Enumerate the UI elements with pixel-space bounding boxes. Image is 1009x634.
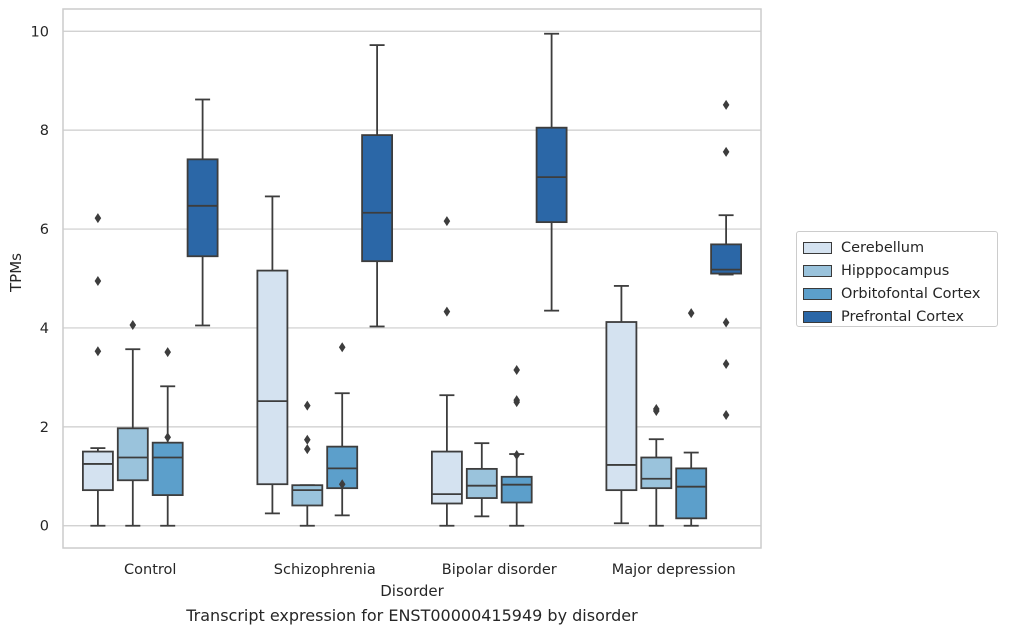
box-cerebellum [256, 195, 289, 515]
outlier-point [722, 359, 730, 370]
x-tick-label: Control [124, 562, 176, 578]
box-prefrontal-cortex [535, 32, 568, 312]
y-tick-label: 0 [40, 519, 49, 535]
outlier-point [722, 99, 730, 110]
x-tick-label: Bipolar disorder [442, 562, 557, 578]
legend-item-prefrontal-cortex: Prefrontal Cortex [803, 305, 997, 328]
x-tick-labels: Control Schizophrenia Bipolar disorder Majo… [124, 562, 736, 578]
legend: Cerebellum Hipppocampus Orbitofontal Cor… [796, 231, 998, 327]
outlier-point [513, 397, 520, 408]
box-hipppocampus [291, 400, 324, 527]
outlier-point [304, 444, 311, 455]
legend-swatch-orbitofrontal-cortex [803, 287, 832, 300]
outlier-point [304, 434, 311, 445]
outlier-point [443, 216, 451, 227]
legend-label-hippocampus: Hipppocampus [841, 262, 950, 279]
outlier-point [722, 146, 730, 157]
box-orbitofontal-cortex [151, 347, 184, 527]
box-prefrontal-cortex [361, 44, 394, 328]
outlier-point [94, 213, 102, 224]
figure-caption: Transcript expression for ENST0000041594… [186, 606, 638, 625]
outlier-point [338, 479, 346, 490]
box-hipppocampus [640, 404, 673, 527]
box-iqr [361, 134, 394, 263]
box-iqr [500, 475, 533, 504]
legend-item-cerebellum: Cerebellum [803, 236, 997, 259]
box-iqr [535, 126, 568, 224]
outlier-point [653, 406, 660, 417]
x-axis-label: Disorder [380, 582, 444, 600]
box-orbitofontal-cortex [675, 308, 708, 527]
box-iqr [675, 467, 708, 520]
legend-item-hippocampus: Hipppocampus [803, 259, 997, 282]
box-iqr [151, 441, 184, 496]
outlier-point [94, 346, 102, 357]
box-iqr [186, 158, 219, 258]
y-tick-label: 6 [40, 222, 49, 238]
box-prefrontal-cortex [186, 98, 219, 327]
outlier-point [338, 342, 346, 353]
y-tick-label: 4 [40, 321, 49, 337]
legend-swatch-hippocampus [803, 264, 832, 277]
x-tick-label: Schizophrenia [274, 562, 376, 578]
outlier-point [129, 319, 137, 330]
box-iqr [291, 484, 324, 507]
legend-label-prefrontal-cortex: Prefrontal Cortex [841, 308, 964, 325]
outlier-point [513, 364, 520, 375]
outlier-point [722, 317, 730, 328]
box-iqr [465, 467, 498, 499]
outlier-point [164, 347, 171, 358]
y-tick-label: 10 [31, 24, 49, 40]
box-iqr [81, 450, 114, 492]
box-iqr [640, 456, 673, 490]
box-iqr [605, 321, 638, 492]
box-hipppocampus [116, 319, 149, 527]
y-tick-label: 2 [40, 420, 49, 436]
outlier-point [94, 275, 102, 286]
x-tick-label: Major depression [612, 562, 736, 578]
box-cerebellum [605, 285, 638, 525]
outlier-point [304, 400, 311, 411]
y-axis-label: TPMs [7, 253, 25, 293]
box-iqr [430, 450, 463, 505]
plot-frame [62, 8, 762, 549]
box-orbitofontal-cortex [326, 342, 359, 517]
box-cerebellum [81, 213, 114, 527]
y-tick-label: 8 [40, 123, 49, 139]
outlier-point [164, 432, 171, 443]
outlier-point [513, 450, 520, 461]
box-orbitofontal-cortex [500, 364, 533, 527]
outlier-point [443, 306, 451, 317]
box-iqr [710, 243, 743, 275]
legend-swatch-prefrontal-cortex [803, 310, 832, 323]
box-iqr [256, 269, 289, 486]
grid-lines [63, 30, 761, 527]
box-hipppocampus [465, 442, 498, 518]
box-iqr [116, 427, 149, 482]
legend-swatch-cerebellum [803, 241, 832, 254]
box-prefrontal-cortex [710, 99, 743, 420]
legend-item-orbitofrontal-cortex: Orbitofontal Cortex [803, 282, 997, 305]
boxes [81, 32, 743, 527]
legend-label-cerebellum: Cerebellum [841, 239, 925, 256]
legend-label-orbitofrontal-cortex: Orbitofontal Cortex [841, 285, 981, 302]
outlier-point [687, 308, 695, 319]
box-cerebellum [430, 216, 463, 527]
y-tick-labels: 0 2 4 6 8 10 [31, 24, 49, 534]
outlier-point [722, 409, 730, 420]
